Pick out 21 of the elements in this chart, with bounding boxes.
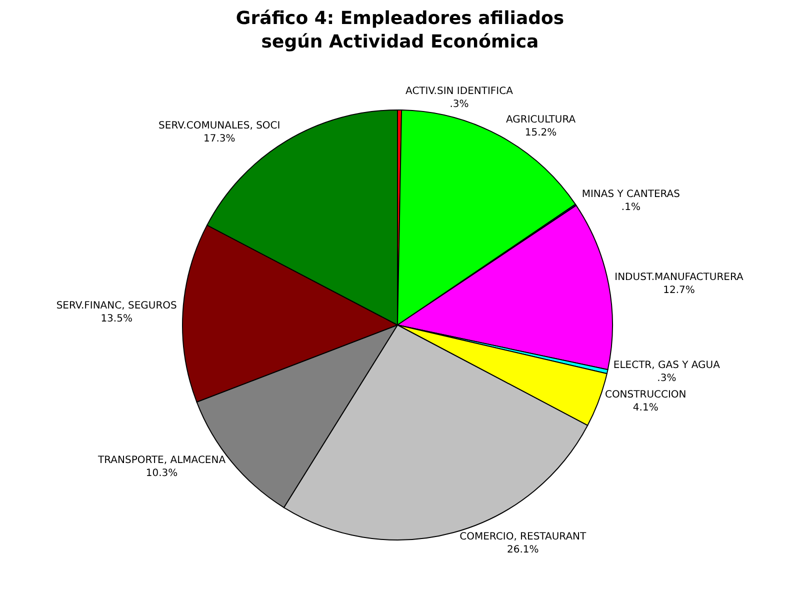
data-label: .3% bbox=[657, 373, 676, 384]
data-label: 13.5% bbox=[100, 313, 132, 324]
slice-label: ACTIV.SIN IDENTIFICA bbox=[406, 86, 514, 98]
slice-label: INDUST.MANUFACTURERA bbox=[614, 272, 744, 283]
slice-label: COMERCIO, RESTAURANT bbox=[460, 532, 588, 543]
slice-label: SERV.FINANC, SEGUROS bbox=[56, 300, 177, 312]
chart-title: Gráfico 4: Empleadores afiliados según Actividad Económica bbox=[236, 8, 564, 52]
data-label: 12.7% bbox=[663, 284, 695, 296]
data-label: 26.1% bbox=[506, 544, 539, 556]
slice-label: MINAS Y CANTERAS bbox=[582, 189, 680, 200]
data-label: 10.3% bbox=[146, 468, 178, 479]
data-label: 4.1% bbox=[632, 402, 658, 414]
data-label: .1% bbox=[621, 202, 640, 214]
slice-label: AGRICULTURA bbox=[506, 114, 576, 126]
slice-label: SERV.COMUNALES, SOCI bbox=[158, 120, 280, 132]
data-label: 15.2% bbox=[524, 128, 557, 139]
slice-label: TRANSPORTE, ALMACENA bbox=[97, 454, 226, 466]
data-label: .3% bbox=[450, 99, 469, 110]
slice-label: ELECTR, GAS Y AGUA bbox=[613, 360, 720, 372]
slice-label: CONSTRUCCION bbox=[604, 390, 686, 401]
data-label: 17.3% bbox=[203, 133, 236, 144]
